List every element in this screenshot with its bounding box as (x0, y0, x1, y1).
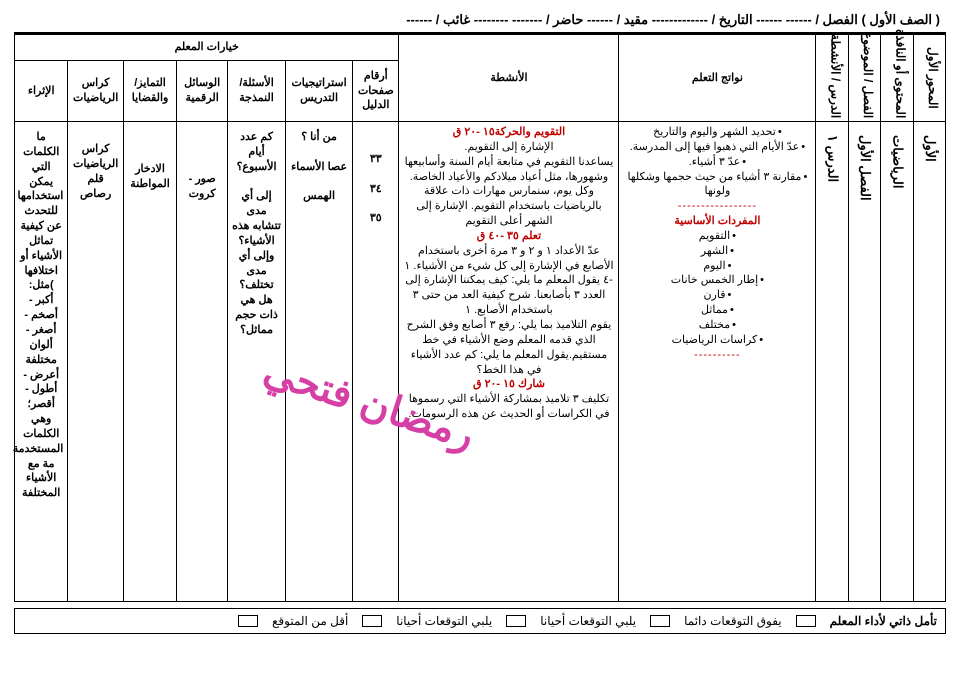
vocab-item: إطار الخمس خانات (623, 273, 811, 288)
diff-cell: الادخار المواطنة (123, 122, 176, 602)
outcome-item: عدّ الأيام التي ذهبوا فيها إلى المدرسة. (623, 140, 811, 155)
col-outcomes: نواتج التعلم (619, 35, 816, 122)
col-lesson: الدرس / الأنشطة (828, 38, 844, 118)
reflection-opt: يفوق التوقعات دائما (684, 614, 782, 628)
axis-value: الأول (919, 125, 941, 172)
col-strategies: استراتيجيات التدريس (286, 60, 353, 121)
vocab-item: مختلف (623, 318, 811, 333)
checkbox[interactable] (650, 615, 670, 627)
outcome-item: مقارنة ٣ أشياء من حيث حجمها وشكلها ولونه… (623, 170, 811, 200)
checkbox[interactable] (796, 615, 816, 627)
outcomes-cell: تحديد الشهر واليوم والتاريخ عدّ الأيام ا… (619, 122, 816, 602)
chapter-value: الفصل الأول (855, 125, 877, 211)
col-axis: المحور الأول (925, 38, 941, 118)
outcome-item: تحديد الشهر واليوم والتاريخ (623, 125, 811, 140)
activity-text: عدّ الأعداد ١ و ٢ و ٣ مرة أخرى باستخدام … (403, 244, 614, 378)
vocab-item: اليوم (623, 259, 811, 274)
outcome-item: عدّ ٣ أشياء. (623, 155, 811, 170)
checkbox[interactable] (362, 615, 382, 627)
reflection-opt: يلبي التوقعات أحيانا (540, 614, 636, 628)
separator: ----------------- (623, 199, 811, 214)
col-media: الوسائل الرقمية (177, 60, 228, 121)
checkbox[interactable] (506, 615, 526, 627)
vocab-item: الشهر (623, 244, 811, 259)
activity-title: شارك ١٥ -٢٠ ق (403, 377, 614, 392)
col-pages: أرقام صفحات الدليل (353, 60, 399, 121)
col-modeling: الأسئلة/ النمذجة (228, 60, 286, 121)
activity-title: تعلم ٣٥ -٤٠ ق (403, 229, 614, 244)
vocab-title: المفردات الأساسية (623, 214, 811, 229)
checkbox[interactable] (238, 615, 258, 627)
activity-text: الإشارة إلى التقويم. يساعدنا التقويم في … (403, 140, 614, 229)
col-window: المحتوى أو النافذة (892, 38, 908, 118)
self-reflection-bar: تأمل ذاتي لأداء المعلم يفوق التوقعات دائ… (14, 608, 946, 634)
reflection-opt: أقل من المتوقع (272, 614, 348, 628)
header-info: ( الصف الأول ) الفصل / ------ ------ الت… (14, 8, 946, 34)
strategies-cell: من أنا ؟ عصا الأسماء الهمس (286, 122, 353, 602)
window-value: الرياضيات (887, 125, 909, 199)
col-workbook: كراس الرياضيات (68, 60, 124, 121)
reflection-label: تأمل ذاتي لأداء المعلم (830, 614, 937, 628)
col-activities: الأنشطة (399, 35, 619, 122)
enrich-cell: ما الكلمات التي يمكن استخدامها للتحدث عن… (15, 122, 68, 602)
modeling-cell: كم عدد أيام الأسبوع؟ إلى أي مدى تتشابه ه… (228, 122, 286, 602)
activity-title: التقويم والحركة١٥ -٢٠ ق (403, 125, 614, 140)
vocab-item: مماثل (623, 303, 811, 318)
col-enrich: الإثراء (15, 60, 68, 121)
workbook-cell: كراس الرياضيات قلم رصاص (68, 122, 124, 602)
activities-cell: التقويم والحركة١٥ -٢٠ ق الإشارة إلى التق… (399, 122, 619, 602)
separator: ---------- (623, 348, 811, 363)
col-diff: التمايز/ والقضايا (123, 60, 176, 121)
col-chapter: الفصل / الموضوع (860, 38, 876, 118)
media-cell: صور - كروت (177, 122, 228, 602)
vocab-item: التقويم (623, 229, 811, 244)
activity-text: تكليف ٣ تلاميذ بمشاركة الأشياء التي رسمو… (403, 392, 614, 422)
reflection-opt: يلبي التوقعات أحيانا (396, 614, 492, 628)
vocab-item: قارن (623, 288, 811, 303)
lesson-plan-table: المحور الأول المحتوى أو النافذة الفصل / … (14, 34, 946, 602)
vocab-item: كراسات الرياضيات (623, 333, 811, 348)
pages-cell: ٣٣ ٣٤ ٣٥ (353, 122, 399, 602)
col-teacher-options: خيارات المعلم (15, 35, 399, 61)
lesson-value: الدرس ١ (822, 125, 844, 192)
